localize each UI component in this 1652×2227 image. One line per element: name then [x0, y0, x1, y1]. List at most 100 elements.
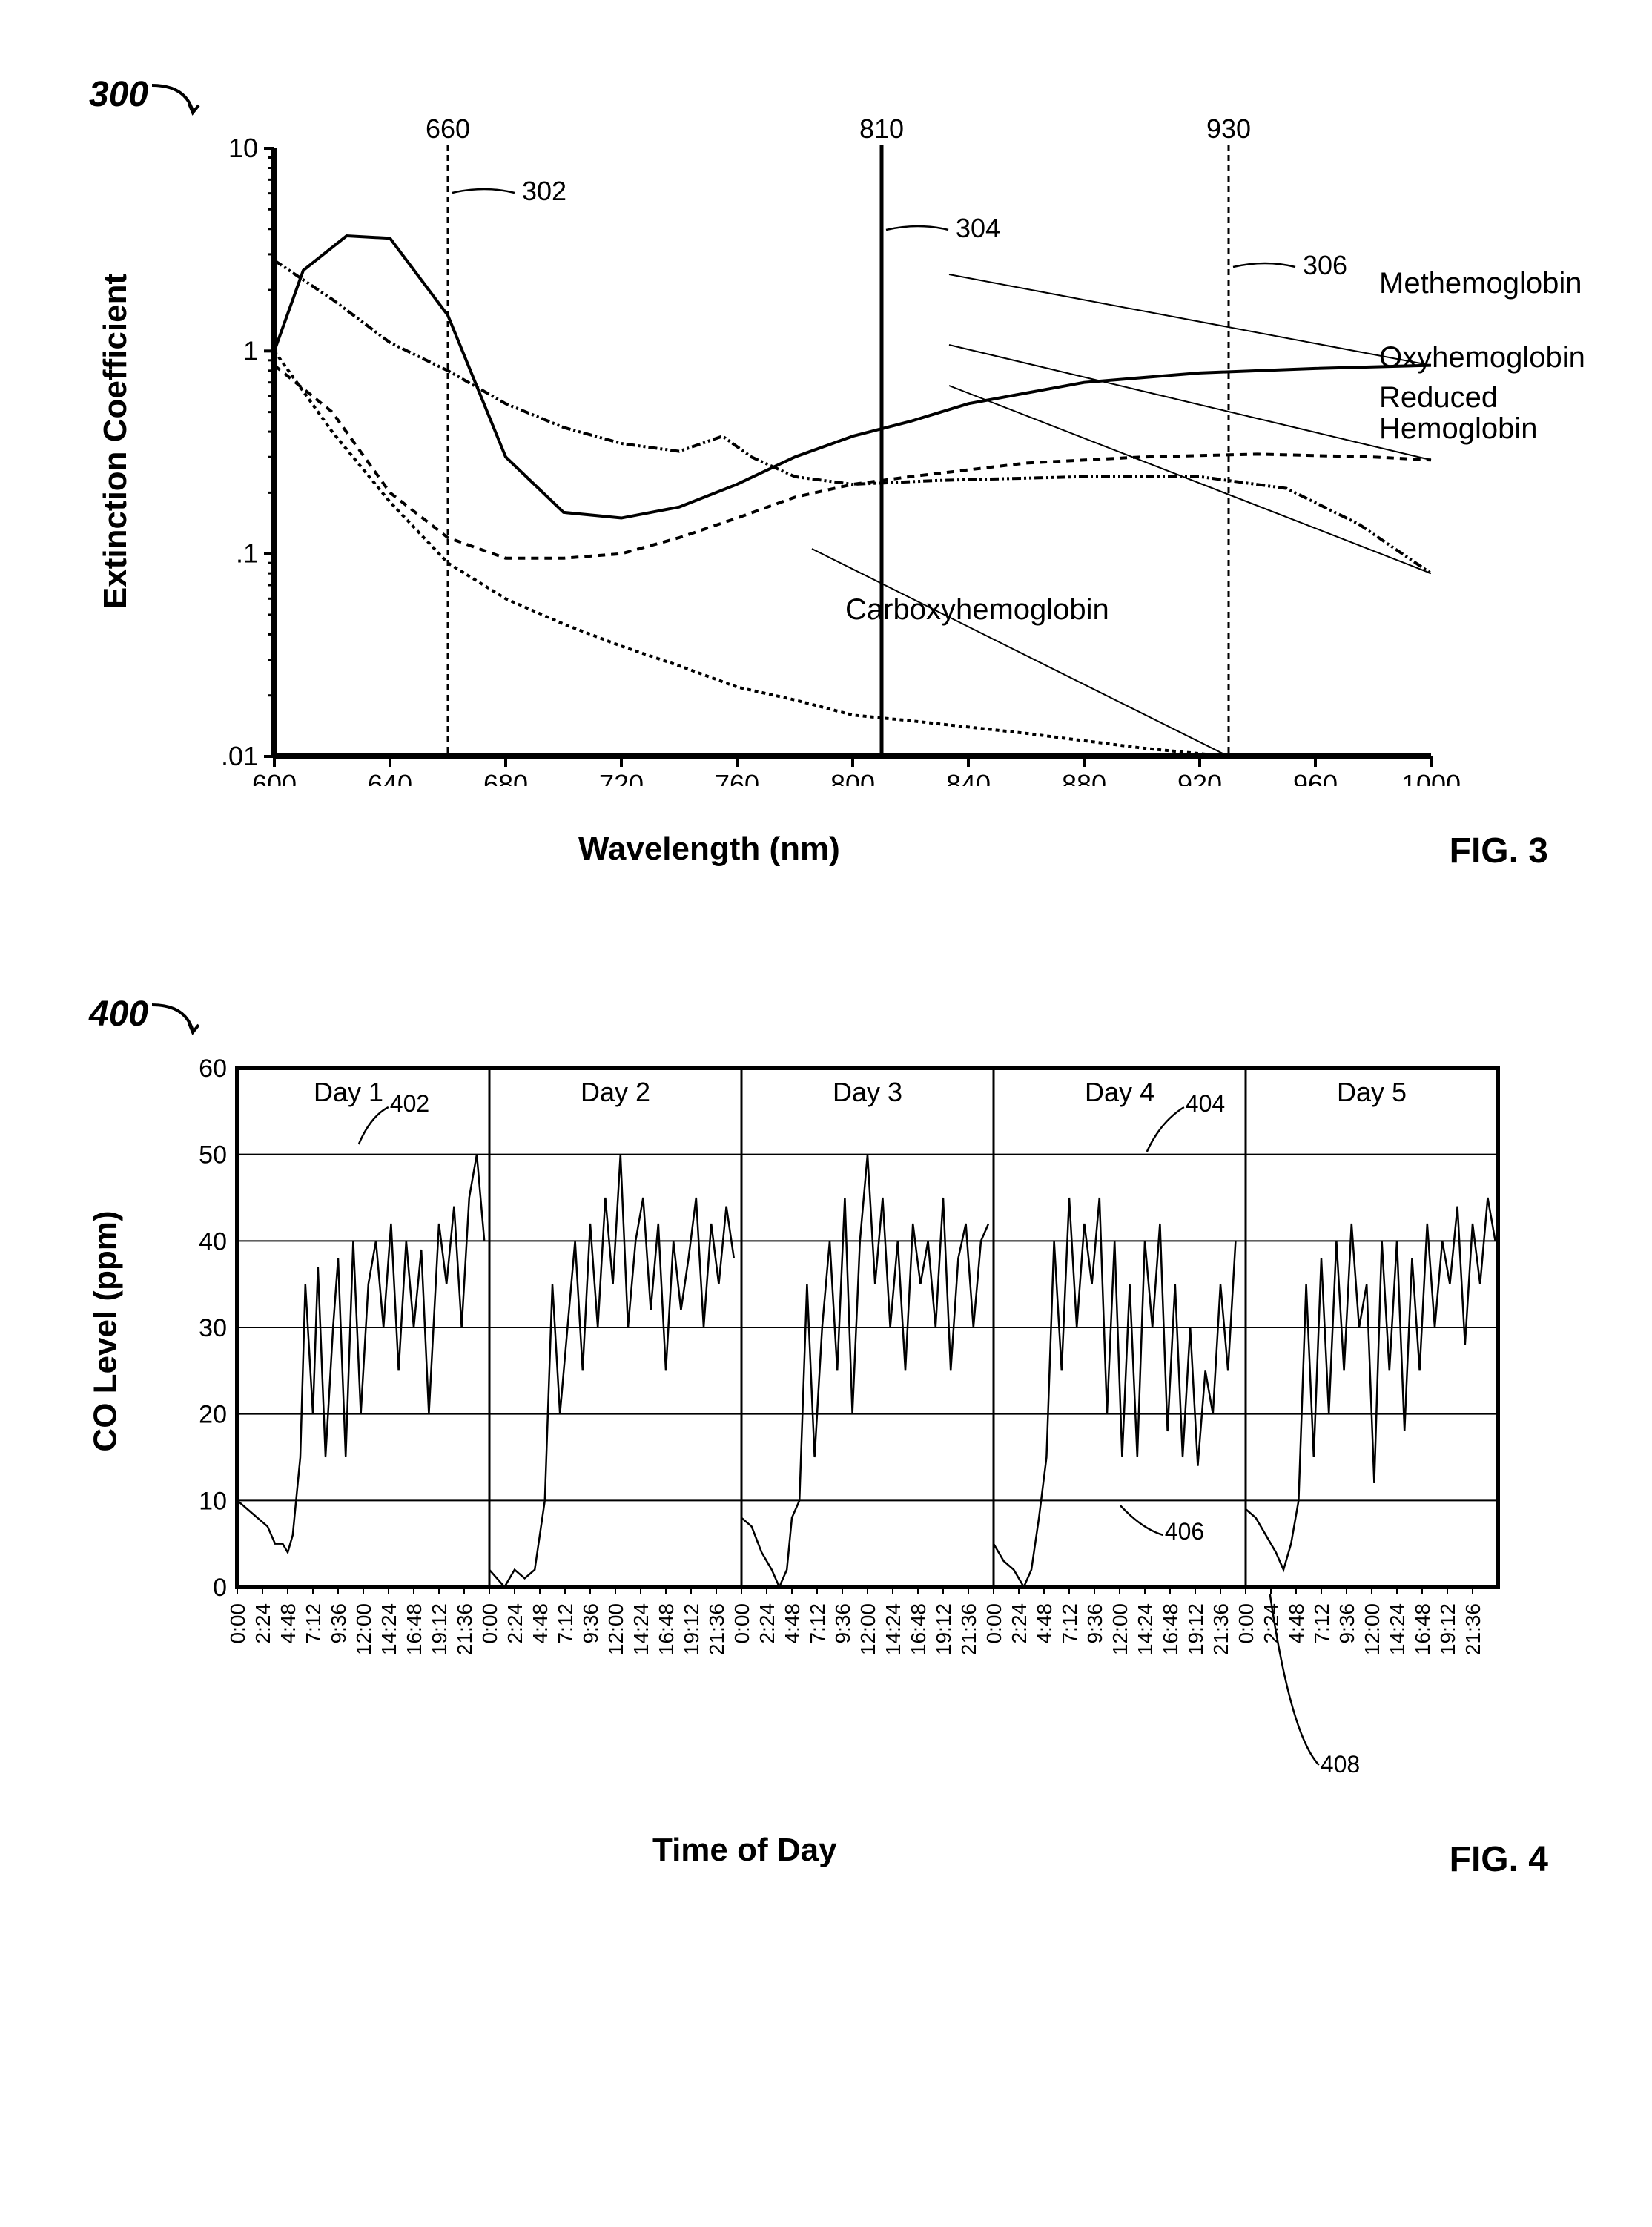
svg-text:19:12: 19:12 [932, 1603, 955, 1655]
fig4-x-axis-label: Time of Day [652, 1832, 837, 1869]
label-reduced-hemoglobin: Reduced Hemoglobin [1379, 382, 1542, 444]
svg-text:Day 3: Day 3 [833, 1077, 902, 1107]
svg-text:2:24: 2:24 [251, 1603, 274, 1644]
hook-arrow-icon [148, 82, 215, 122]
svg-text:12:00: 12:00 [1109, 1603, 1131, 1655]
svg-text:0: 0 [213, 1574, 227, 1602]
svg-text:19:12: 19:12 [1184, 1603, 1207, 1655]
svg-text:21:36: 21:36 [1461, 1603, 1484, 1655]
svg-text:660: 660 [426, 119, 470, 144]
svg-text:0:00: 0:00 [730, 1603, 753, 1644]
svg-text:302: 302 [522, 176, 566, 206]
svg-text:2:24: 2:24 [1008, 1603, 1031, 1644]
svg-text:12:00: 12:00 [352, 1603, 375, 1655]
svg-text:Day 5: Day 5 [1337, 1077, 1407, 1107]
svg-text:4:48: 4:48 [781, 1603, 804, 1644]
svg-text:Day 1: Day 1 [314, 1077, 383, 1107]
svg-text:12:00: 12:00 [1361, 1603, 1384, 1655]
svg-text:7:12: 7:12 [1310, 1603, 1333, 1644]
fig3-plot-svg: 10 1 .1 .01600 640 680 720 760 800 840 880 920 960 10… [208, 119, 1616, 786]
svg-text:16:48: 16:48 [403, 1603, 426, 1655]
svg-text:1: 1 [243, 335, 258, 366]
svg-text:9:36: 9:36 [831, 1603, 854, 1644]
svg-text:760: 760 [715, 769, 759, 786]
svg-text:920: 920 [1177, 769, 1222, 786]
svg-text:Day 4: Day 4 [1085, 1077, 1154, 1107]
label-carboxyhemoglobin: Carboxyhemoglobin [845, 593, 1109, 627]
svg-text:7:12: 7:12 [806, 1603, 829, 1644]
svg-text:406: 406 [1165, 1518, 1204, 1545]
svg-text:60: 60 [199, 1055, 227, 1083]
svg-text:7:12: 7:12 [1058, 1603, 1081, 1644]
svg-text:14:24: 14:24 [1386, 1603, 1409, 1655]
svg-text:680: 680 [483, 769, 528, 786]
svg-text:10: 10 [199, 1487, 227, 1515]
svg-text:960: 960 [1293, 769, 1338, 786]
svg-text:880: 880 [1062, 769, 1106, 786]
fig3-x-axis-label: Wavelength (nm) [578, 831, 840, 868]
svg-text:0:00: 0:00 [478, 1603, 501, 1644]
svg-text:2:24: 2:24 [1260, 1603, 1283, 1644]
fig3-y-axis-label: Extinction Coefficient [97, 274, 134, 609]
svg-text:810: 810 [859, 119, 904, 144]
fig3-caption: FIG. 3 [1450, 831, 1548, 871]
fig3-ref-text: 300 [89, 75, 148, 114]
svg-text:21:36: 21:36 [1209, 1603, 1232, 1655]
svg-text:304: 304 [956, 213, 1000, 243]
svg-text:7:12: 7:12 [554, 1603, 577, 1644]
fig3-chart: 10 1 .1 .01600 640 680 720 760 800 840 880 920 960 10… [208, 119, 1593, 790]
svg-text:800: 800 [830, 769, 875, 786]
svg-text:.01: .01 [221, 741, 258, 771]
svg-text:600: 600 [252, 769, 297, 786]
label-methemoglobin: Methemoglobin [1379, 267, 1582, 300]
svg-text:14:24: 14:24 [882, 1603, 905, 1655]
svg-text:408: 408 [1321, 1751, 1360, 1778]
svg-text:21:36: 21:36 [453, 1603, 476, 1655]
svg-text:4:48: 4:48 [529, 1603, 552, 1644]
svg-text:2:24: 2:24 [503, 1603, 526, 1644]
svg-text:720: 720 [599, 769, 644, 786]
svg-text:0:00: 0:00 [1235, 1603, 1258, 1644]
svg-text:21:36: 21:36 [957, 1603, 980, 1655]
fig4-plot-svg: 0102030405060Day 1Day 2Day 3Day 4Day 50:… [178, 1053, 1587, 1832]
svg-text:21:36: 21:36 [705, 1603, 728, 1655]
svg-text:402: 402 [390, 1090, 429, 1117]
svg-text:640: 640 [368, 769, 412, 786]
fig4-y-axis-label: CO Level (ppm) [87, 1210, 125, 1451]
svg-text:50: 50 [199, 1141, 227, 1169]
svg-text:9:36: 9:36 [1083, 1603, 1106, 1644]
figure-4-block: 400 CO Level (ppm) 0 10 20 30 40 50 60 Day 1 Day… [59, 994, 1593, 1958]
svg-text:12:00: 12:00 [604, 1603, 627, 1655]
svg-text:0:00: 0:00 [982, 1603, 1005, 1644]
svg-text:404: 404 [1186, 1090, 1225, 1117]
svg-text:16:48: 16:48 [1411, 1603, 1434, 1655]
svg-text:.1: .1 [236, 538, 258, 569]
svg-text:16:48: 16:48 [907, 1603, 930, 1655]
svg-text:19:12: 19:12 [1436, 1603, 1459, 1655]
svg-text:9:36: 9:36 [327, 1603, 350, 1644]
svg-text:1000: 1000 [1401, 769, 1461, 786]
svg-text:19:12: 19:12 [428, 1603, 451, 1655]
svg-text:930: 930 [1206, 119, 1251, 144]
svg-text:4:48: 4:48 [277, 1603, 300, 1644]
svg-text:19:12: 19:12 [680, 1603, 703, 1655]
svg-text:40: 40 [199, 1227, 227, 1256]
svg-text:4:48: 4:48 [1033, 1603, 1056, 1644]
svg-text:840: 840 [946, 769, 991, 786]
figure-3-block: 300 Extinction Coefficient 10 1 .1 .01600 64… [59, 74, 1593, 920]
svg-text:20: 20 [199, 1401, 227, 1429]
fig3-ref-num: 300 [89, 74, 148, 115]
svg-text:14:24: 14:24 [630, 1603, 652, 1655]
svg-text:14:24: 14:24 [377, 1603, 400, 1655]
svg-text:2:24: 2:24 [756, 1603, 779, 1644]
svg-text:16:48: 16:48 [655, 1603, 678, 1655]
svg-text:14:24: 14:24 [1134, 1603, 1157, 1655]
svg-text:12:00: 12:00 [856, 1603, 879, 1655]
fig4-ref-text: 400 [89, 994, 148, 1034]
svg-text:10: 10 [228, 133, 258, 163]
fig4-ref-num: 400 [89, 994, 148, 1035]
label-oxyhemoglobin: Oxyhemoglobin [1379, 341, 1585, 375]
svg-text:30: 30 [199, 1314, 227, 1342]
svg-text:306: 306 [1303, 250, 1347, 280]
svg-text:0:00: 0:00 [226, 1603, 249, 1644]
